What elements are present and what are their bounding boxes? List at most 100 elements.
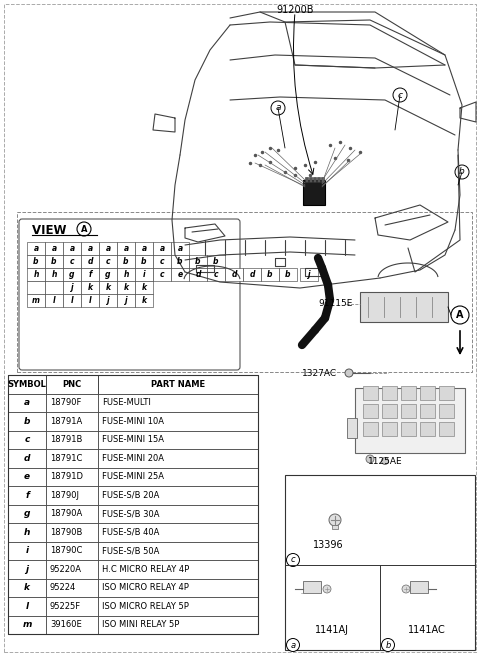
- Bar: [225, 268, 243, 281]
- Bar: [207, 255, 225, 268]
- Text: d: d: [195, 270, 201, 279]
- Bar: [46, 468, 98, 486]
- Text: PNC: PNC: [62, 380, 82, 389]
- Bar: [27, 268, 45, 281]
- Text: A: A: [81, 224, 87, 234]
- Bar: [8, 615, 46, 634]
- Text: 18790B: 18790B: [50, 527, 83, 537]
- Text: k: k: [87, 283, 93, 292]
- Bar: [63, 281, 81, 294]
- Bar: [382, 386, 397, 400]
- Text: 18790C: 18790C: [50, 546, 83, 555]
- Bar: [8, 468, 46, 486]
- Text: a: a: [275, 104, 281, 112]
- Circle shape: [393, 88, 407, 102]
- Bar: [8, 394, 46, 412]
- Text: 18791A: 18791A: [50, 417, 82, 426]
- Text: g: g: [69, 270, 75, 279]
- Text: b: b: [267, 270, 273, 279]
- Text: c: c: [106, 257, 110, 266]
- Bar: [46, 394, 98, 412]
- Text: 91200B: 91200B: [276, 5, 314, 15]
- Bar: [382, 422, 397, 436]
- Bar: [81, 242, 99, 255]
- Bar: [99, 294, 117, 307]
- Bar: [382, 404, 397, 418]
- Text: A: A: [456, 310, 464, 320]
- Text: H.C MICRO RELAY 4P: H.C MICRO RELAY 4P: [102, 565, 189, 574]
- Text: b: b: [177, 257, 183, 266]
- Text: j: j: [308, 270, 310, 279]
- Bar: [63, 268, 81, 281]
- Text: g: g: [24, 509, 30, 518]
- Text: a: a: [51, 244, 57, 253]
- Text: m: m: [32, 296, 40, 305]
- Bar: [317, 177, 320, 182]
- Circle shape: [382, 638, 395, 651]
- Bar: [98, 486, 258, 504]
- Bar: [98, 523, 258, 541]
- Text: k: k: [142, 296, 146, 305]
- Text: a: a: [70, 244, 74, 253]
- Text: FUSE-MINI 10A: FUSE-MINI 10A: [102, 417, 164, 426]
- Bar: [98, 394, 258, 412]
- Text: 18791C: 18791C: [50, 454, 83, 462]
- Bar: [117, 268, 135, 281]
- Bar: [355, 388, 465, 453]
- Bar: [46, 486, 98, 504]
- Bar: [439, 422, 454, 436]
- Bar: [439, 386, 454, 400]
- Bar: [17, 212, 472, 372]
- Bar: [420, 404, 435, 418]
- Bar: [46, 523, 98, 541]
- Text: PART NAME: PART NAME: [151, 380, 205, 389]
- Bar: [45, 281, 63, 294]
- Text: FUSE-MULTI: FUSE-MULTI: [102, 398, 151, 407]
- Bar: [98, 541, 258, 560]
- Text: e: e: [178, 270, 182, 279]
- Bar: [332, 525, 338, 529]
- Text: b: b: [213, 257, 219, 266]
- Text: k: k: [24, 583, 30, 592]
- Text: FUSE-MINI 25A: FUSE-MINI 25A: [102, 472, 164, 482]
- Bar: [46, 449, 98, 468]
- Text: a: a: [290, 640, 296, 649]
- Text: ISO MINI RELAY 5P: ISO MINI RELAY 5P: [102, 621, 180, 629]
- Text: k: k: [106, 283, 110, 292]
- Bar: [46, 541, 98, 560]
- Bar: [279, 268, 297, 281]
- Text: c: c: [291, 556, 295, 565]
- Text: 18791B: 18791B: [50, 435, 83, 444]
- Text: a: a: [178, 244, 182, 253]
- Bar: [46, 504, 98, 523]
- Text: 1327AC: 1327AC: [302, 369, 337, 377]
- Text: i: i: [143, 270, 145, 279]
- Text: b: b: [33, 257, 39, 266]
- Text: j: j: [25, 565, 29, 574]
- Bar: [305, 177, 308, 182]
- Text: j: j: [71, 283, 73, 292]
- Text: m: m: [22, 621, 32, 629]
- Bar: [117, 294, 135, 307]
- Bar: [363, 386, 378, 400]
- Text: h: h: [33, 270, 39, 279]
- Bar: [46, 375, 98, 394]
- Bar: [81, 281, 99, 294]
- Text: FUSE-S/B 20A: FUSE-S/B 20A: [102, 491, 159, 500]
- Bar: [46, 430, 98, 449]
- Text: f: f: [25, 491, 29, 500]
- Text: l: l: [89, 296, 91, 305]
- Bar: [99, 281, 117, 294]
- Text: j: j: [107, 296, 109, 305]
- Bar: [171, 255, 189, 268]
- Bar: [98, 597, 258, 615]
- Bar: [8, 541, 46, 560]
- Bar: [135, 281, 153, 294]
- FancyBboxPatch shape: [19, 219, 240, 370]
- Circle shape: [287, 554, 300, 567]
- Text: a: a: [24, 398, 30, 407]
- Bar: [135, 242, 153, 255]
- Bar: [45, 268, 63, 281]
- Bar: [410, 581, 428, 593]
- Bar: [135, 255, 153, 268]
